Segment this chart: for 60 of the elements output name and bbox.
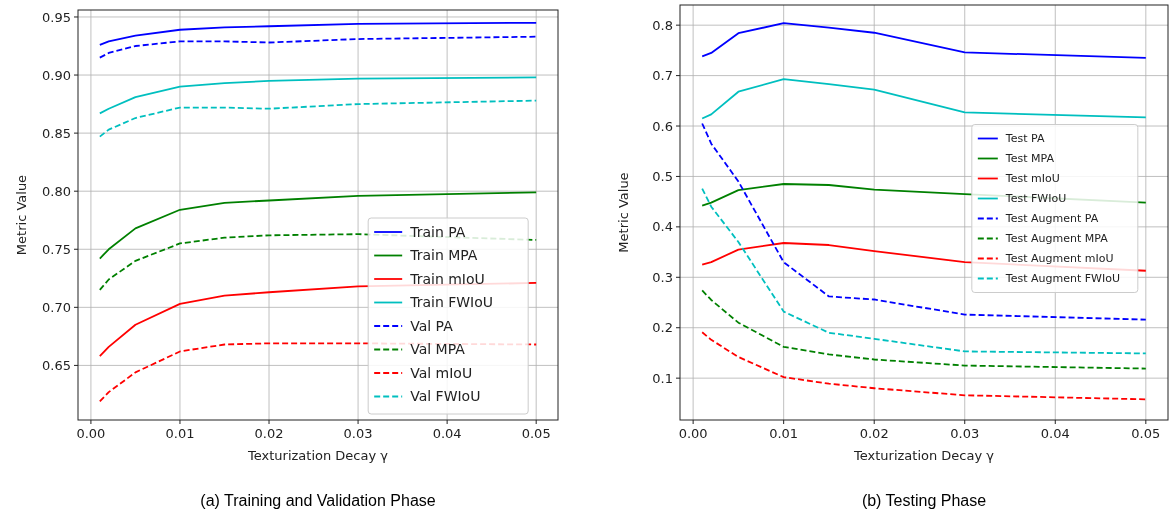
legend-label: Test Augment FWIoU [1004, 272, 1120, 286]
line-series [701, 22, 1147, 59]
legend-label: Val MPA [410, 341, 466, 358]
legend-label: Train FWIoU [409, 294, 494, 311]
x-axis-title: Texturization Decay γ [247, 448, 389, 463]
line-series [701, 187, 1147, 355]
y-axis-title: Metric Value [14, 174, 29, 256]
line-series [98, 99, 538, 138]
line-series [98, 76, 538, 115]
legend-label: Test Augment mIoU [1004, 252, 1114, 266]
x-axis-title: Texturization Decay γ [853, 448, 995, 463]
legend-label: Train MPA [409, 247, 478, 264]
line-series [701, 331, 1147, 401]
line-series [98, 21, 538, 46]
y-axis-title: Metric Value [616, 172, 631, 253]
y-tick-label: 0.3 [652, 269, 673, 285]
legend-label: Test Augment PA [1004, 212, 1099, 226]
x-tick-label: 0.00 [678, 426, 708, 441]
legend-label: Test PA [1004, 132, 1045, 146]
y-tick-label: 0.90 [42, 67, 71, 83]
legend-label: Test Augment MPA [1004, 232, 1109, 246]
y-tick-label: 0.85 [42, 125, 71, 141]
legend-label: Val mIoU [410, 364, 473, 381]
x-tick-label: 0.02 [254, 426, 284, 441]
y-tick-label: 0.6 [652, 118, 673, 134]
x-tick-label: 0.01 [769, 426, 799, 441]
x-tick-label: 0.03 [950, 426, 980, 441]
line-series [98, 191, 538, 260]
y-tick-label: 0.1 [652, 370, 673, 386]
x-tick-label: 0.05 [521, 426, 551, 441]
x-tick-label: 0.01 [165, 426, 195, 441]
legend-label: Test mIoU [1004, 172, 1060, 186]
text: (b) Testing Phase [861, 492, 987, 509]
legend-label: Train PA [409, 223, 466, 240]
x-tick-label: 0.03 [343, 426, 373, 441]
line-series [701, 122, 1147, 321]
legend-label: Val FWIoU [410, 388, 481, 405]
text: (a) Training and Validation Phase [200, 492, 436, 509]
y-tick-label: 0.4 [652, 219, 673, 235]
legend-label: Test MPA [1004, 152, 1055, 166]
x-tick-label: 0.04 [432, 426, 462, 441]
line-series [98, 35, 538, 59]
y-tick-label: 0.95 [42, 9, 71, 25]
y-tick-label: 0.70 [42, 299, 71, 315]
y-tick-label: 0.7 [652, 68, 673, 84]
x-tick-label: 0.05 [1131, 426, 1161, 441]
x-tick-label: 0.04 [1040, 426, 1070, 441]
y-tick-label: 0.8 [652, 17, 673, 33]
y-tick-label: 0.65 [42, 357, 71, 373]
line-series [701, 289, 1147, 370]
y-tick-label: 0.2 [652, 320, 673, 336]
x-tick-label: 0.02 [859, 426, 889, 441]
y-tick-label: 0.75 [42, 241, 71, 257]
x-tick-label: 0.00 [76, 426, 106, 441]
legend-label: Val PA [410, 317, 454, 334]
legend-label: Test FWIoU [1004, 192, 1067, 206]
legend-label: Train mIoU [409, 270, 485, 287]
y-tick-label: 0.80 [42, 183, 71, 199]
y-tick-label: 0.5 [652, 169, 673, 184]
line-series [701, 78, 1147, 120]
